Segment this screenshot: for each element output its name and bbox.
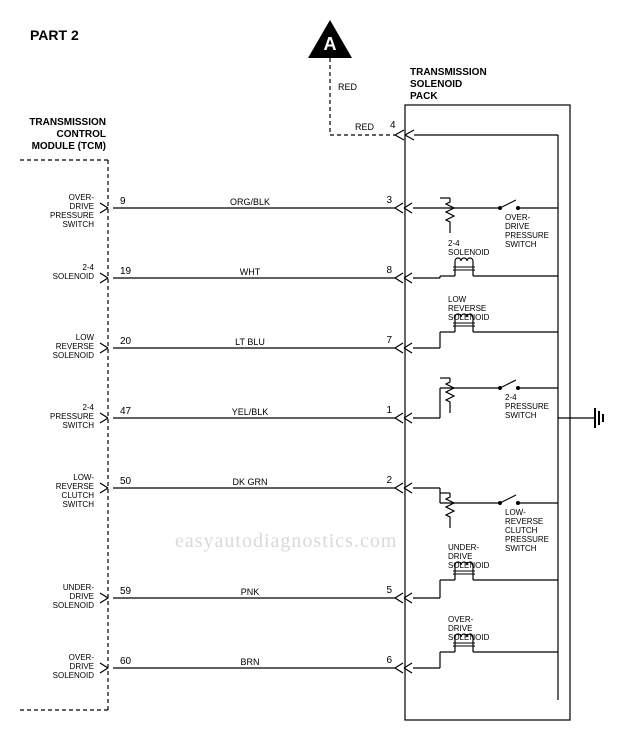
svg-text:2: 2 — [386, 475, 392, 486]
svg-text:9: 9 — [120, 196, 126, 207]
svg-text:3: 3 — [386, 195, 392, 206]
svg-text:REVERSE: REVERSE — [448, 304, 486, 313]
svg-text:LOW: LOW — [448, 295, 467, 304]
svg-text:PRESSURE: PRESSURE — [505, 231, 549, 240]
svg-text:SOLENOID: SOLENOID — [448, 248, 490, 257]
svg-text:2-4: 2-4 — [448, 239, 460, 248]
svg-text:2-4: 2-4 — [82, 403, 94, 412]
svg-text:LOW-: LOW- — [73, 473, 94, 482]
svg-text:60: 60 — [120, 656, 132, 667]
svg-text:DRIVE: DRIVE — [505, 222, 529, 231]
svg-text:20: 20 — [120, 336, 132, 347]
svg-text:SOLENOID: SOLENOID — [53, 351, 95, 360]
svg-text:SWITCH: SWITCH — [505, 411, 537, 420]
svg-text:59: 59 — [120, 586, 132, 597]
svg-text:DRIVE: DRIVE — [448, 624, 472, 633]
wiring-diagram: PART 2AREDRED4TRANSMISSIONCONTROLMODULE … — [0, 0, 618, 750]
svg-text:ORG/BLK: ORG/BLK — [230, 197, 270, 207]
svg-text:2-4: 2-4 — [505, 393, 517, 402]
svg-text:SOLENOID: SOLENOID — [410, 79, 462, 90]
svg-text:PRESSURE: PRESSURE — [50, 211, 94, 220]
svg-text:SOLENOID: SOLENOID — [53, 671, 95, 680]
svg-text:SOLENOID: SOLENOID — [53, 601, 95, 610]
svg-text:A: A — [324, 34, 337, 54]
svg-text:OVER-: OVER- — [69, 653, 95, 662]
svg-text:LT BLU: LT BLU — [235, 337, 265, 347]
svg-text:PART 2: PART 2 — [30, 27, 79, 43]
svg-text:TRANSMISSION: TRANSMISSION — [29, 117, 106, 128]
svg-text:DRIVE: DRIVE — [70, 592, 94, 601]
svg-text:TRANSMISSION: TRANSMISSION — [410, 67, 487, 78]
svg-text:50: 50 — [120, 476, 132, 487]
svg-text:19: 19 — [120, 266, 132, 277]
svg-text:47: 47 — [120, 406, 132, 417]
svg-text:SOLENOID: SOLENOID — [448, 561, 490, 570]
svg-text:PRESSURE: PRESSURE — [505, 535, 549, 544]
svg-text:PRESSURE: PRESSURE — [505, 402, 549, 411]
svg-text:2-4: 2-4 — [82, 263, 94, 272]
svg-text:8: 8 — [386, 265, 392, 276]
svg-text:SOLENOID: SOLENOID — [448, 313, 490, 322]
svg-text:DRIVE: DRIVE — [70, 202, 94, 211]
svg-text:WHT: WHT — [240, 267, 261, 277]
svg-text:UNDER-: UNDER- — [63, 583, 94, 592]
svg-text:YEL/BLK: YEL/BLK — [232, 407, 269, 417]
svg-text:RED: RED — [338, 82, 358, 92]
svg-text:SOLENOID: SOLENOID — [53, 272, 95, 281]
svg-text:1: 1 — [386, 405, 392, 416]
svg-text:4: 4 — [390, 120, 396, 131]
svg-text:UNDER-: UNDER- — [448, 543, 479, 552]
svg-text:SOLENOID: SOLENOID — [448, 633, 490, 642]
svg-text:PACK: PACK — [410, 91, 438, 102]
svg-text:PNK: PNK — [241, 587, 260, 597]
svg-text:OVER-: OVER- — [448, 615, 474, 624]
svg-text:DRIVE: DRIVE — [70, 662, 94, 671]
svg-text:MODULE (TCM): MODULE (TCM) — [32, 141, 106, 152]
svg-text:SWITCH: SWITCH — [62, 220, 94, 229]
svg-text:REVERSE: REVERSE — [56, 342, 94, 351]
svg-text:BRN: BRN — [240, 657, 259, 667]
svg-text:CLUTCH: CLUTCH — [62, 491, 95, 500]
svg-text:REVERSE: REVERSE — [505, 517, 543, 526]
svg-text:PRESSURE: PRESSURE — [50, 412, 94, 421]
svg-text:SWITCH: SWITCH — [62, 421, 94, 430]
svg-text:LOW: LOW — [76, 333, 95, 342]
svg-text:LOW-: LOW- — [505, 508, 526, 517]
svg-text:RED: RED — [355, 122, 375, 132]
svg-text:DK GRN: DK GRN — [232, 477, 267, 487]
svg-text:SWITCH: SWITCH — [505, 544, 537, 553]
svg-text:5: 5 — [386, 585, 392, 596]
svg-text:CONTROL: CONTROL — [57, 129, 106, 140]
svg-text:REVERSE: REVERSE — [56, 482, 94, 491]
svg-text:DRIVE: DRIVE — [448, 552, 472, 561]
svg-text:SWITCH: SWITCH — [62, 500, 94, 509]
svg-text:7: 7 — [386, 335, 392, 346]
svg-text:SWITCH: SWITCH — [505, 240, 537, 249]
svg-text:6: 6 — [386, 655, 392, 666]
svg-text:CLUTCH: CLUTCH — [505, 526, 538, 535]
svg-text:OVER-: OVER- — [505, 213, 531, 222]
svg-text:OVER-: OVER- — [69, 193, 95, 202]
